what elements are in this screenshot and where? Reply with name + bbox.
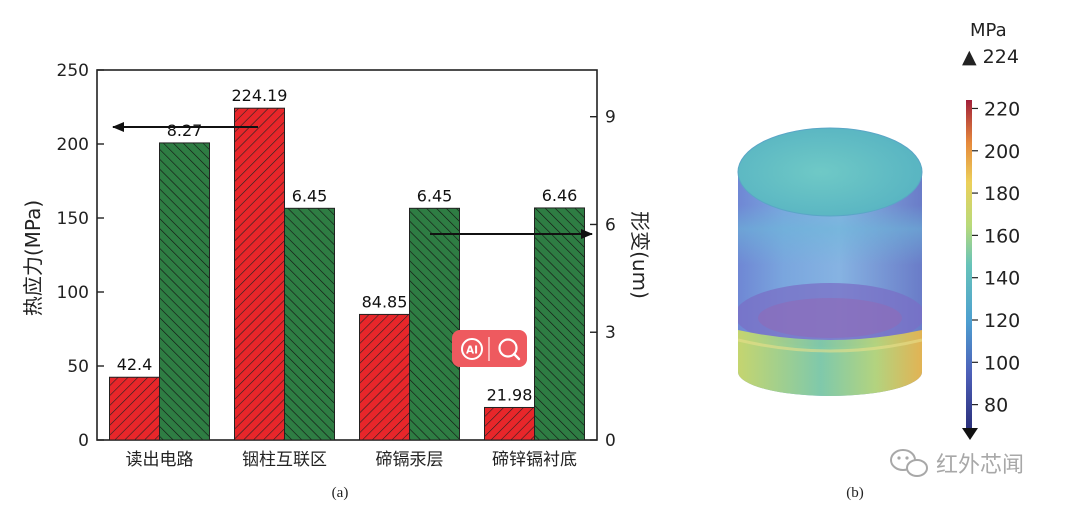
colorbar-tick-label: 140 — [984, 268, 1020, 290]
left-tick-label: 50 — [67, 357, 89, 377]
stress-bar — [484, 406, 535, 441]
deformation-value-label: 6.46 — [542, 186, 578, 205]
deformation-bar — [534, 207, 585, 441]
colorbar-tick-label: 180 — [984, 183, 1020, 205]
colorbar-tick-label: 160 — [984, 225, 1020, 247]
colorbar-tick-label: 80 — [984, 395, 1008, 417]
stress-distribution-cylinder: MPa ▲ 224 220 200 180 160 140 120 100 80 (b) — [737, 20, 1020, 501]
panel-a-label: (a) — [332, 485, 349, 501]
wechat-icon — [890, 449, 928, 477]
colorbar-unit: MPa — [970, 20, 1007, 41]
colorbar-tick-label: 200 — [984, 141, 1020, 163]
category-label: 铟柱互联区 — [242, 450, 327, 470]
wechat-watermark: 红外芯闻 — [890, 449, 1024, 478]
stress-value-label: 84.85 — [362, 292, 408, 311]
plot-frame — [96, 69, 598, 441]
stress-bar — [359, 313, 410, 441]
right-tick-label: 6 — [605, 215, 616, 235]
colorbar-tick-label: 100 — [984, 352, 1020, 374]
deformation-bar — [409, 207, 460, 441]
deformation-bar — [159, 142, 210, 441]
deformation-bar — [284, 207, 335, 441]
left-tick-label: 200 — [57, 135, 89, 155]
ai-icon[interactable]: AI — [461, 338, 483, 360]
colorbar-tick-label: 220 — [984, 98, 1020, 120]
deformation-value-label: 6.45 — [417, 186, 453, 205]
watermark-text: 红外芯闻 — [936, 453, 1024, 478]
stress-bar — [109, 376, 160, 441]
ai-icon-glyph: AI — [466, 345, 478, 357]
left-axis-title: 热应力(MPa) — [21, 200, 45, 316]
stress-value-label: 42.4 — [117, 355, 153, 374]
bar-value-labels: 42.4 8.27 224.19 6.45 84.85 6.45 21.98 6.46 — [117, 86, 578, 404]
stress-cylinder-render — [737, 127, 923, 396]
right-tick-label: 0 — [605, 431, 616, 451]
deformation-value-label: 8.27 — [167, 121, 203, 140]
category-label: 碲锌镉衬底 — [492, 450, 577, 470]
left-tick-label: 100 — [57, 283, 89, 303]
colorbar-max-label: ▲ 224 — [962, 46, 1019, 68]
bars-layer — [109, 107, 585, 441]
colorbar-ticks: 220 200 180 160 140 120 100 80 — [972, 98, 1020, 417]
colorbar-tick-label: 120 — [984, 310, 1020, 332]
colorbar-min-marker — [962, 428, 978, 440]
colorbar — [966, 100, 972, 430]
stress-value-label: 224.19 — [232, 86, 288, 105]
search-icon[interactable] — [498, 338, 521, 361]
category-label: 读出电路 — [126, 450, 194, 470]
deformation-value-label: 6.45 — [292, 186, 328, 205]
stress-value-label: 21.98 — [487, 385, 533, 404]
right-axis-title: 形变(um) — [628, 211, 652, 299]
left-tick-label: 0 — [78, 431, 89, 451]
right-tick-label: 3 — [605, 323, 616, 343]
right-tick-label: 9 — [605, 108, 616, 128]
left-tick-label: 250 — [57, 61, 89, 81]
category-label: 碲镉汞层 — [376, 450, 444, 470]
chart-axes: 0 50 100 150 200 250 0 3 6 9 读出电路 铟柱互联区 碲镉汞层 碲锌镉衬底 — [57, 61, 616, 470]
ai-search-badge[interactable]: AI — [452, 330, 527, 367]
panel-b-label: (b) — [846, 485, 864, 501]
stress-deformation-bar-chart: 0 50 100 150 200 250 0 3 6 9 读出电路 铟柱互联区 碲镉汞层 碲锌镉衬底 42… — [21, 61, 652, 501]
stress-bar — [234, 107, 285, 441]
left-tick-label: 150 — [57, 209, 89, 229]
